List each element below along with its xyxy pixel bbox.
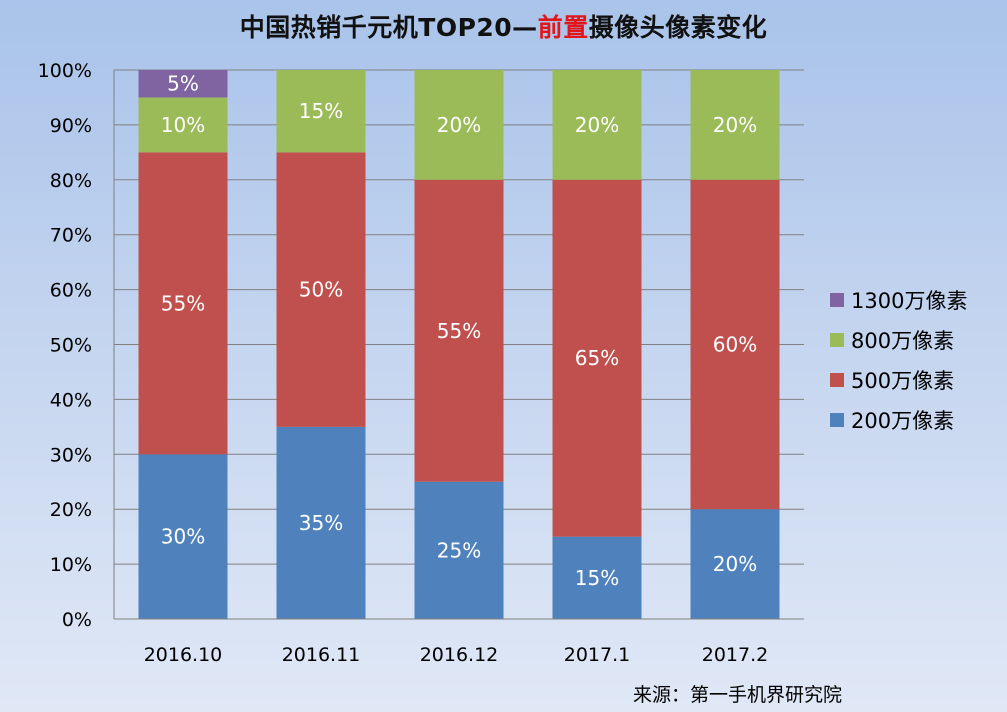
bar-segment <box>414 70 504 180</box>
bar-segment <box>552 70 642 180</box>
legend-swatch <box>830 373 844 387</box>
data-label: 35% <box>299 511 343 535</box>
y-tick-label: 100% <box>38 60 92 82</box>
title-highlight: 前置 <box>537 13 589 42</box>
x-tick-label: 2016.12 <box>420 644 499 666</box>
x-tick-label: 2016.11 <box>282 644 361 666</box>
x-axis: 2016.10 2016.11 2016.12 2017.1 2017.2 <box>114 618 804 666</box>
title-part2: 摄像头像素变化 <box>588 13 768 42</box>
title-part1: 中国热销千元机TOP20— <box>239 13 538 42</box>
y-axis: 0% 10% 20% 30% 40% 50% 60% 70% 80% 90% 100% <box>38 60 115 631</box>
bar-segment <box>552 536 642 619</box>
data-label: 25% <box>437 538 481 562</box>
y-tick-label: 40% <box>50 389 92 411</box>
data-labels: 30% 55% 10% 5% 35% 50% 15% 25% 55% 20% 15% 65% 20% 20… <box>161 72 757 590</box>
bar-segment <box>138 97 228 153</box>
x-tick-label: 2016.10 <box>144 644 223 666</box>
data-label: 50% <box>299 278 343 302</box>
y-tick-label: 60% <box>50 280 92 302</box>
y-tick-label: 80% <box>50 170 92 192</box>
y-tick-label: 0% <box>62 609 92 631</box>
y-tick-label: 10% <box>50 554 92 576</box>
data-label: 20% <box>575 113 619 137</box>
y-tick-label: 50% <box>50 335 92 357</box>
x-tick-label: 2017.2 <box>702 644 768 666</box>
legend-label: 1300万像素 <box>851 289 967 313</box>
bar-segment <box>414 179 504 482</box>
legend: 1300万像素 800万像素 500万像素 200万像素 <box>830 289 967 433</box>
data-label: 65% <box>575 346 619 370</box>
legend-label: 200万像素 <box>851 409 954 433</box>
data-label: 15% <box>575 566 619 590</box>
bar-segment <box>138 70 228 98</box>
chart-title: 中国热销千元机TOP20—前置摄像头像素变化 <box>0 8 1007 44</box>
y-tick-label: 30% <box>50 444 92 466</box>
bar-segment <box>276 152 366 427</box>
source-note: 来源：第一手机界研究院 <box>632 684 842 706</box>
data-label: 20% <box>437 113 481 137</box>
data-label: 30% <box>161 525 205 549</box>
bars <box>138 70 780 619</box>
data-label: 5% <box>167 72 199 96</box>
data-label: 55% <box>161 291 205 315</box>
bar-segment <box>138 152 228 455</box>
legend-label: 500万像素 <box>851 369 954 393</box>
x-tick-label: 2017.1 <box>564 644 630 666</box>
bar-segment <box>138 454 228 619</box>
legend-swatch <box>830 413 844 427</box>
data-label: 20% <box>713 552 757 576</box>
y-tick-label: 20% <box>50 499 92 521</box>
y-tick-label: 90% <box>50 115 92 137</box>
bar-segment <box>276 426 366 619</box>
legend-swatch <box>830 333 844 347</box>
bar-segment <box>690 509 780 619</box>
bar-segment <box>690 70 780 180</box>
bar-segment <box>552 179 642 537</box>
data-label: 15% <box>299 99 343 123</box>
bar-segment <box>414 481 504 619</box>
y-tick-label: 70% <box>50 225 92 247</box>
bar-segment <box>690 179 780 510</box>
bar-segment <box>276 70 366 153</box>
data-label: 20% <box>713 113 757 137</box>
data-label: 10% <box>161 113 205 137</box>
data-label: 60% <box>713 333 757 357</box>
legend-swatch <box>830 293 844 307</box>
legend-label: 800万像素 <box>851 329 954 353</box>
data-label: 55% <box>437 319 481 343</box>
